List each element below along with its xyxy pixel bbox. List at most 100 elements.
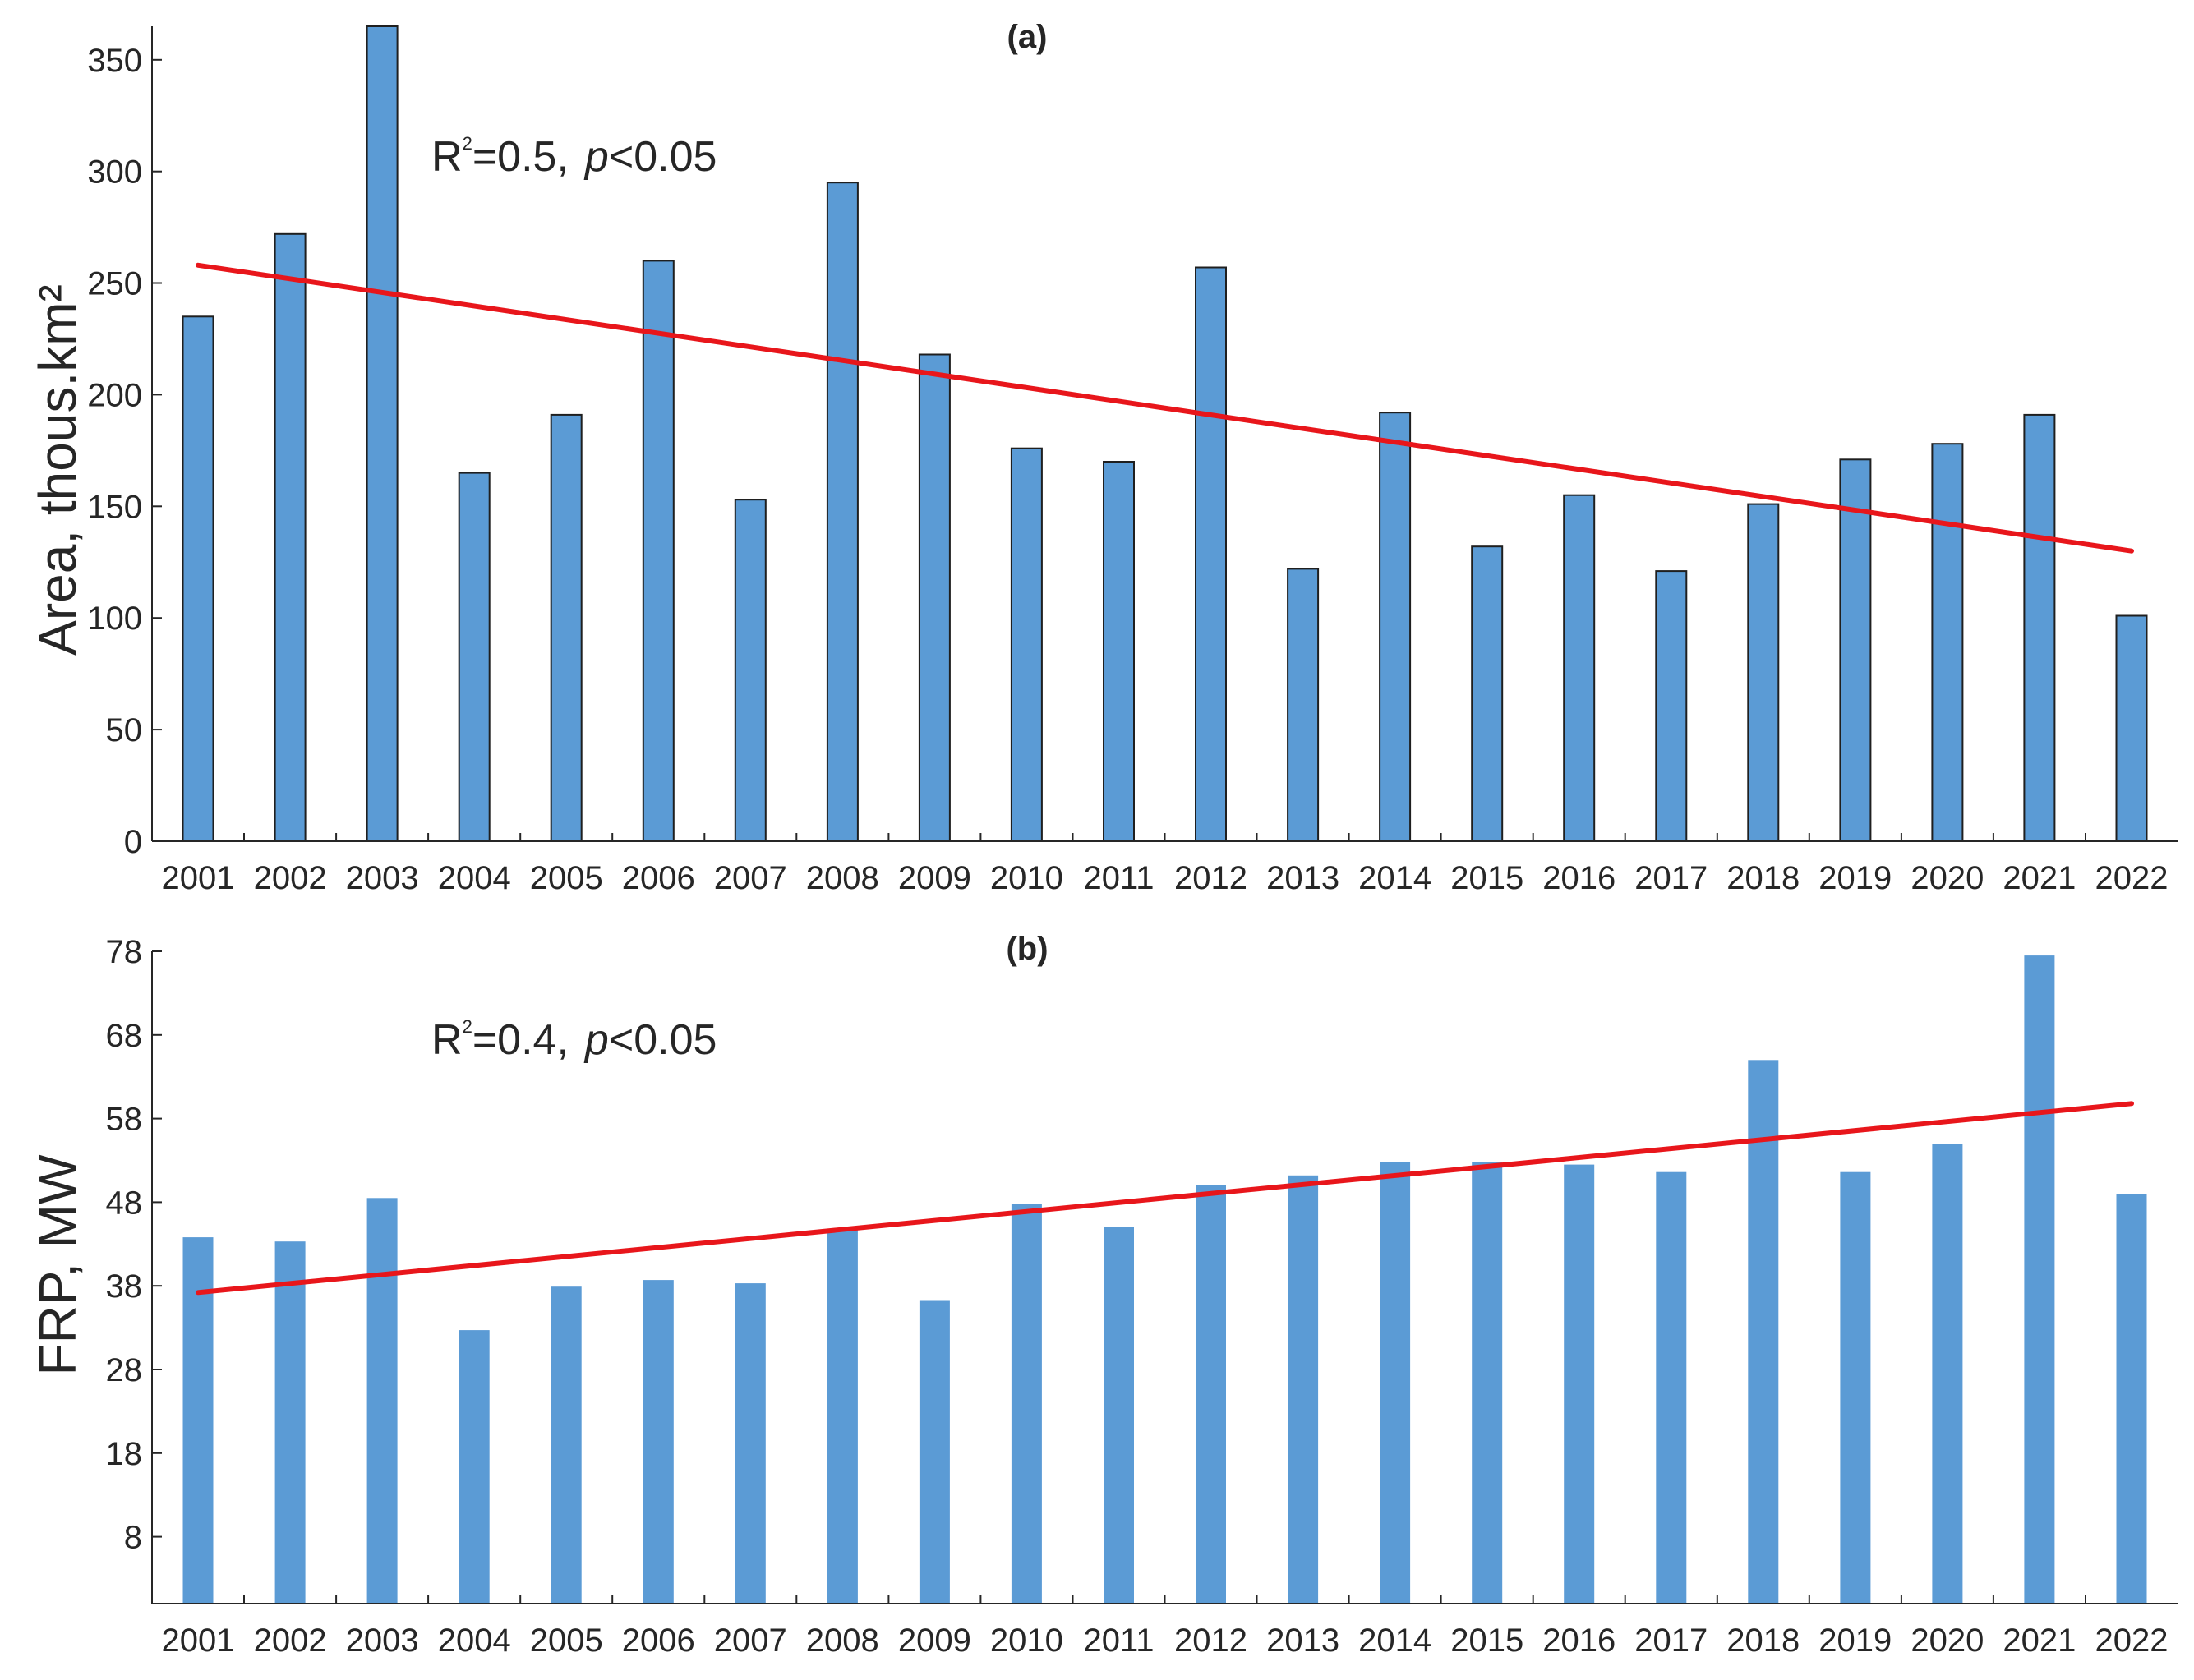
p-label-a: p — [583, 133, 609, 181]
panel-label-b: (b) — [1006, 931, 1048, 967]
x-tick-label-b-2016: 2016 — [1542, 1622, 1616, 1659]
x-tick-label-a-2012: 2012 — [1174, 860, 1247, 896]
bars-a — [182, 25, 2148, 843]
bar-b-2008 — [827, 1229, 858, 1604]
x-tick-label-a-2001: 2001 — [162, 860, 235, 896]
x-tick-label-b-2013: 2013 — [1266, 1622, 1339, 1659]
bar-a-2018 — [1747, 503, 1780, 842]
bar-a-2010 — [1010, 447, 1043, 842]
bar-a-2009 — [918, 353, 951, 842]
y-tick-label-b-8: 8 — [124, 1520, 142, 1556]
y-tick-label-a-250: 250 — [87, 266, 142, 302]
bar-a-2006 — [642, 260, 675, 842]
bar-a-2016 — [1563, 494, 1596, 842]
bar-a-2008 — [826, 182, 859, 842]
bar-a-2015 — [1471, 545, 1504, 842]
x-tick-label-b-2014: 2014 — [1358, 1622, 1431, 1659]
x-tick-label-a-2010: 2010 — [990, 860, 1063, 896]
bar-a-2005 — [550, 413, 583, 842]
x-tick-label-a-2004: 2004 — [438, 860, 511, 896]
y-tick-label-b-68: 68 — [106, 1018, 143, 1054]
x-tick-label-a-2021: 2021 — [2003, 860, 2076, 896]
x-tick-label-a-2022: 2022 — [2095, 860, 2169, 896]
y-tick-label-a-350: 350 — [87, 43, 142, 79]
x-tick-label-b-2001: 2001 — [162, 1622, 235, 1659]
axes-a: 0 50 100 150 200 250 300 350 2001 2002 2003 2004 200… — [87, 26, 2178, 896]
bar-b-2015 — [1472, 1162, 1503, 1604]
bar-b-2005 — [551, 1286, 582, 1604]
bar-b-2021 — [2024, 955, 2055, 1604]
bar-b-2018 — [1748, 1060, 1779, 1604]
bar-a-2003 — [366, 25, 399, 842]
p-label-b: p — [583, 1016, 609, 1064]
axes-b: 8 18 28 38 48 58 68 78 2001 2002 2003 2004 2005 2006 2… — [106, 934, 2178, 1659]
x-tick-label-b-2020: 2020 — [1911, 1622, 1984, 1659]
x-tick-label-a-2005: 2005 — [530, 860, 603, 896]
y-axis-title-a: Area, thous.km² — [28, 284, 87, 656]
trend-b — [196, 1101, 2134, 1296]
x-tick-label-b-2003: 2003 — [346, 1622, 419, 1659]
x-tick-label-b-2007: 2007 — [714, 1622, 787, 1659]
panel-label-a: (a) — [1007, 19, 1048, 55]
y-tick-label-b-38: 38 — [106, 1268, 143, 1305]
x-tick-label-b-2017: 2017 — [1634, 1622, 1708, 1659]
bar-a-2013 — [1287, 568, 1320, 843]
bar-b-2007 — [735, 1283, 766, 1604]
bar-a-2021 — [2023, 413, 2056, 842]
x-tick-label-a-2003: 2003 — [346, 860, 419, 896]
x-tick-label-b-2002: 2002 — [254, 1622, 327, 1659]
x-tick-label-b-2011: 2011 — [1083, 1622, 1154, 1659]
y-tick-label-b-78: 78 — [106, 934, 143, 970]
x-tick-label-a-2006: 2006 — [622, 860, 695, 896]
trend-line-a — [196, 262, 2134, 554]
bar-b-2012 — [1196, 1185, 1226, 1604]
x-tick-label-a-2014: 2014 — [1358, 860, 1431, 896]
r2-label-a: R — [431, 133, 463, 181]
y-tick-label-b-58: 58 — [106, 1102, 143, 1138]
y-tick-label-a-50: 50 — [106, 712, 143, 748]
bar-a-2017 — [1655, 570, 1688, 842]
bar-a-2001 — [182, 315, 214, 842]
y-tick-label-b-48: 48 — [106, 1185, 143, 1221]
y-tick-label-a-300: 300 — [87, 154, 142, 191]
bar-b-2004 — [459, 1330, 490, 1604]
p-value-a: <0.05 — [609, 133, 717, 181]
r2-value-b: =0.4, — [472, 1016, 569, 1064]
y-tick-label-b-28: 28 — [106, 1352, 143, 1388]
bar-a-2007 — [734, 499, 767, 842]
r2-superscript-a: 2 — [463, 133, 472, 154]
r2-label-b: R — [431, 1016, 463, 1064]
x-tick-label-b-2005: 2005 — [530, 1622, 603, 1659]
x-tick-label-b-2009: 2009 — [898, 1622, 971, 1659]
x-tick-label-b-2012: 2012 — [1174, 1622, 1247, 1659]
r2-superscript-b: 2 — [463, 1016, 472, 1037]
x-tick-label-b-2004: 2004 — [438, 1622, 511, 1659]
x-tick-label-a-2002: 2002 — [254, 860, 327, 896]
bar-a-2012 — [1195, 266, 1227, 842]
y-tick-label-a-150: 150 — [87, 489, 142, 525]
x-tick-label-a-2019: 2019 — [1818, 860, 1892, 896]
y-tick-label-a-100: 100 — [87, 601, 142, 637]
bars-b — [182, 955, 2147, 1604]
bar-b-2016 — [1564, 1164, 1595, 1604]
panel-b: 8 18 28 38 48 58 68 78 2001 2002 2003 2004 2005 2006 2… — [28, 931, 2178, 1659]
trend-line-b — [196, 1101, 2134, 1296]
y-axis-title-b: FRP, MW — [28, 1154, 87, 1376]
bar-b-2020 — [1932, 1144, 1963, 1604]
bar-b-2013 — [1288, 1175, 1319, 1604]
bar-b-2011 — [1104, 1227, 1134, 1604]
bar-b-2009 — [919, 1300, 950, 1604]
bar-a-2002 — [274, 232, 307, 842]
bar-b-2010 — [1011, 1204, 1042, 1604]
x-tick-label-a-2013: 2013 — [1266, 860, 1339, 896]
bar-a-2020 — [1931, 443, 1964, 842]
x-tick-label-a-2016: 2016 — [1542, 860, 1616, 896]
bar-b-2002 — [274, 1241, 306, 1604]
x-tick-label-b-2019: 2019 — [1818, 1622, 1892, 1659]
x-tick-label-a-2007: 2007 — [714, 860, 787, 896]
bar-a-2011 — [1103, 461, 1135, 842]
bar-b-2003 — [366, 1198, 398, 1604]
bar-b-2022 — [2116, 1194, 2147, 1604]
